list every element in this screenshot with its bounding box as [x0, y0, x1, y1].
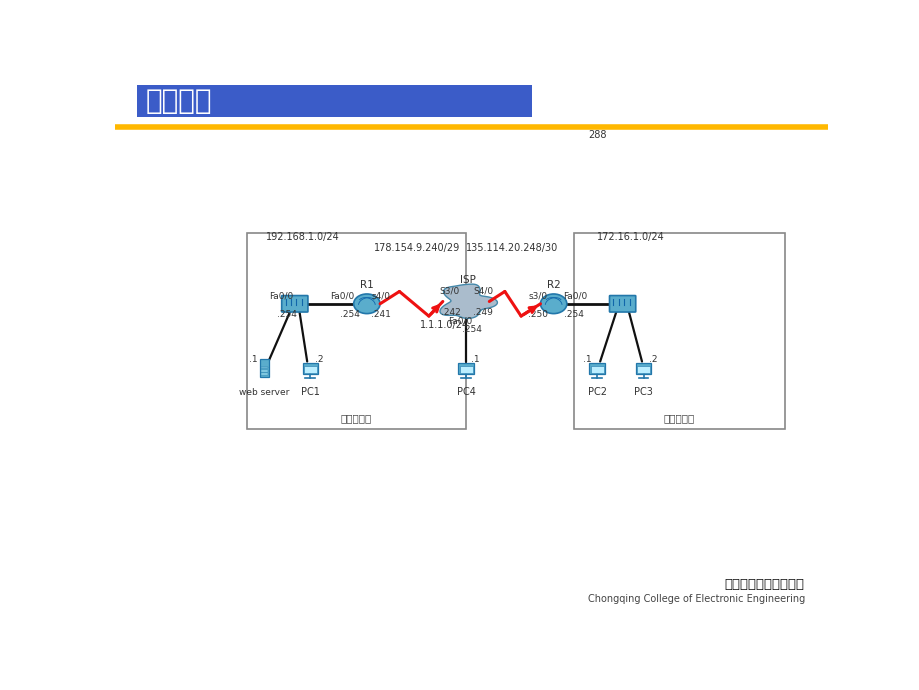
Text: S4/0: S4/0 [472, 286, 493, 295]
Text: .2: .2 [315, 355, 323, 364]
Text: R1: R1 [359, 280, 373, 290]
Text: 135.114.20.248/30: 135.114.20.248/30 [465, 244, 557, 253]
Text: .2: .2 [648, 355, 656, 364]
Circle shape [539, 294, 566, 314]
Bar [137, 85, 531, 117]
Text: 192.168.1.0/24: 192.168.1.0/24 [266, 232, 339, 241]
Text: 288: 288 [587, 130, 606, 140]
Text: .254: .254 [277, 310, 297, 319]
Text: .242: .242 [440, 308, 460, 317]
Text: PC4: PC4 [456, 387, 475, 397]
Circle shape [353, 294, 380, 314]
Polygon shape [439, 284, 497, 318]
FancyBboxPatch shape [281, 295, 308, 312]
Bar [590, 366, 603, 373]
Text: .1: .1 [583, 355, 592, 364]
Text: s3/0: s3/0 [528, 292, 547, 301]
Text: .1: .1 [471, 355, 479, 364]
Bar [246, 233, 466, 429]
Bar [589, 364, 604, 374]
Text: 1.1.1.0/24: 1.1.1.0/24 [419, 320, 469, 331]
Text: PC1: PC1 [301, 387, 320, 397]
Text: s4/0: s4/0 [371, 292, 390, 301]
Text: .249: .249 [472, 308, 493, 317]
Text: .254: .254 [462, 325, 482, 334]
Text: PC3: PC3 [633, 387, 652, 397]
Bar [302, 364, 318, 374]
Bar [260, 359, 269, 377]
Text: 重庆分公司: 重庆分公司 [663, 413, 694, 424]
Text: 实训拓扑: 实训拓扑 [146, 87, 212, 115]
Bar [458, 364, 473, 374]
Text: S3/0: S3/0 [438, 286, 459, 295]
Text: 178.154.9.240/29: 178.154.9.240/29 [374, 244, 460, 253]
Bar [636, 366, 650, 373]
Text: Fa0/0: Fa0/0 [268, 292, 292, 301]
Text: Chongqing College of Electronic Engineering: Chongqing College of Electronic Engineer… [587, 593, 804, 604]
Text: .1: .1 [249, 355, 257, 364]
Text: 北京总公司: 北京总公司 [340, 413, 371, 424]
Text: R2: R2 [546, 280, 560, 290]
Text: .254: .254 [563, 310, 583, 319]
FancyBboxPatch shape [609, 295, 635, 312]
Bar [573, 233, 784, 429]
Bar [303, 366, 316, 373]
Bar [460, 366, 472, 373]
Text: 172.16.1.0/24: 172.16.1.0/24 [596, 232, 664, 241]
Bar [261, 373, 267, 375]
Text: web server: web server [239, 388, 289, 397]
Bar [261, 370, 267, 371]
Text: Fa0/0: Fa0/0 [330, 292, 354, 301]
Text: 重庆电子工程职业学院: 重庆电子工程职业学院 [724, 578, 804, 591]
Text: Fa0/0: Fa0/0 [562, 292, 587, 301]
Bar [261, 366, 267, 368]
Text: Fa0/0: Fa0/0 [448, 316, 471, 325]
Text: .250: .250 [528, 310, 548, 319]
Text: .254: .254 [339, 310, 359, 319]
Text: .241: .241 [370, 310, 391, 319]
Text: PC2: PC2 [587, 387, 606, 397]
Bar [635, 364, 651, 374]
Text: ISP: ISP [460, 275, 475, 285]
